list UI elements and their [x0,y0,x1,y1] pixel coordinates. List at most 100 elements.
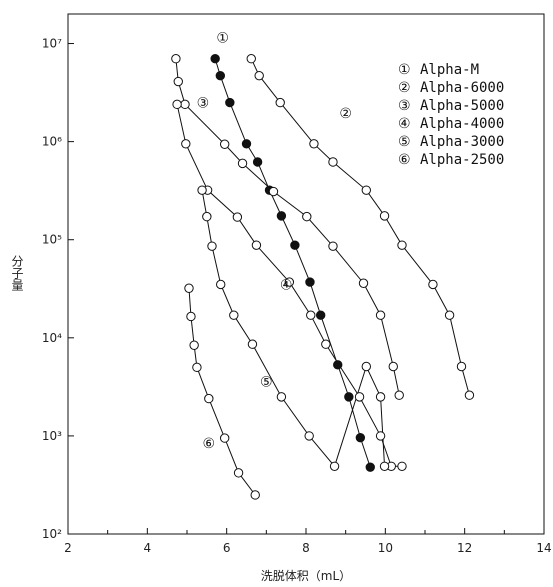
data-point-series-4 [307,311,315,319]
legend-marker: ⑥ [398,152,411,168]
data-point-series-2 [310,140,318,148]
y-tick-label: 10³ [42,429,62,443]
data-point-series-4 [182,140,190,148]
data-point-series-1 [253,158,261,166]
data-point-series-2 [247,55,255,63]
data-point-series-2 [457,362,465,370]
y-tick-label: 10⁵ [42,233,62,247]
data-point-series-1 [216,71,224,79]
y-tick-label: 10⁶ [42,135,62,149]
data-point-series-1 [291,241,299,249]
legend-marker: ③ [398,98,411,114]
data-point-series-5 [330,462,338,470]
data-point-series-6 [185,284,193,292]
data-point-series-1 [226,98,234,106]
data-point-series-3 [359,279,367,287]
data-point-series-1 [356,433,364,441]
data-point-series-3 [220,140,228,148]
data-point-series-5 [362,362,370,370]
data-point-series-3 [395,391,403,399]
data-point-series-6 [220,434,228,442]
data-point-series-1 [306,278,314,286]
x-tick-label: 2 [64,541,72,555]
y-tick-label: 10⁷ [42,37,62,51]
legend-label: Alpha-M [420,62,479,78]
data-point-series-6 [205,394,213,402]
data-point-series-3 [172,55,180,63]
x-tick-label: 12 [457,541,472,555]
data-point-series-1 [242,140,250,148]
series-annotation: ⑥ [203,436,216,452]
legend-marker: ① [398,62,411,78]
legend: ① Alpha-M ② Alpha-6000 ③ Alpha-5000 ④ Alpha-400… [398,62,504,168]
data-point-series-3 [376,311,384,319]
data-point-series-6 [193,363,201,371]
series-line-6 [189,288,255,495]
series-line-3 [176,59,399,395]
x-axis-title: 洗脱体积（mL） [261,568,351,583]
legend-marker: ④ [398,116,411,132]
data-point-series-2 [276,98,284,106]
data-point-series-2 [429,280,437,288]
data-point-series-3 [174,77,182,85]
data-point-series-5 [248,340,256,348]
data-point-series-5 [230,311,238,319]
data-point-series-3 [181,100,189,108]
x-tick-label: 14 [536,541,551,555]
data-point-series-1 [345,393,353,401]
series-annotation: ⑤ [260,374,273,390]
data-point-series-2 [445,311,453,319]
legend-label: Alpha-5000 [420,98,504,114]
data-point-series-6 [190,341,198,349]
data-point-series-5 [198,186,206,194]
data-point-series-5 [380,462,388,470]
data-point-series-1 [277,212,285,220]
legend-marker: ⑤ [398,134,411,150]
data-point-series-6 [251,491,259,499]
x-tick-label: 4 [144,541,152,555]
data-point-series-5 [208,242,216,250]
series-annotation: ① [216,31,229,47]
data-point-series-5 [277,393,285,401]
series-annotation: ④ [280,277,293,293]
data-point-series-2 [398,241,406,249]
data-point-series-5 [217,280,225,288]
data-point-series-4 [398,462,406,470]
y-tick-label: 10⁴ [42,331,62,345]
data-point-series-2 [362,186,370,194]
data-point-series-5 [203,212,211,220]
legend-label: Alpha-3000 [420,134,504,150]
data-point-series-4 [173,100,181,108]
data-point-series-5 [305,432,313,440]
data-point-series-4 [252,241,260,249]
legend-label: Alpha-6000 [420,80,504,96]
data-point-series-3 [389,362,397,370]
data-point-series-1 [211,55,219,63]
data-point-series-4 [322,340,330,348]
x-tick-label: 10 [378,541,393,555]
data-point-series-3 [303,212,311,220]
data-point-series-6 [234,469,242,477]
data-point-series-3 [238,159,246,167]
x-tick-label: 6 [223,541,231,555]
data-point-series-4 [233,213,241,221]
data-point-series-4 [355,393,363,401]
data-point-series-1 [316,311,324,319]
data-point-series-2 [465,391,473,399]
data-point-series-4 [376,432,384,440]
legend-label: Alpha-2500 [420,152,504,168]
y-tick-label: 10² [42,527,62,541]
legend-label: Alpha-4000 [420,116,504,132]
series-annotation: ③ [197,96,210,112]
data-point-series-3 [269,187,277,195]
data-point-series-3 [329,242,337,250]
data-point-series-1 [366,463,374,471]
x-tick-label: 8 [302,541,310,555]
data-point-series-2 [380,212,388,220]
y-axis-title: 分子量 [10,255,24,291]
data-point-series-2 [255,71,263,79]
legend-marker: ② [398,80,411,96]
series-annotation: ② [339,106,352,122]
axis-ticks: 2 4 6 8 10 12 14 10² 10³ 10⁴ 10⁵ 10⁶ 10⁷ [42,37,552,555]
